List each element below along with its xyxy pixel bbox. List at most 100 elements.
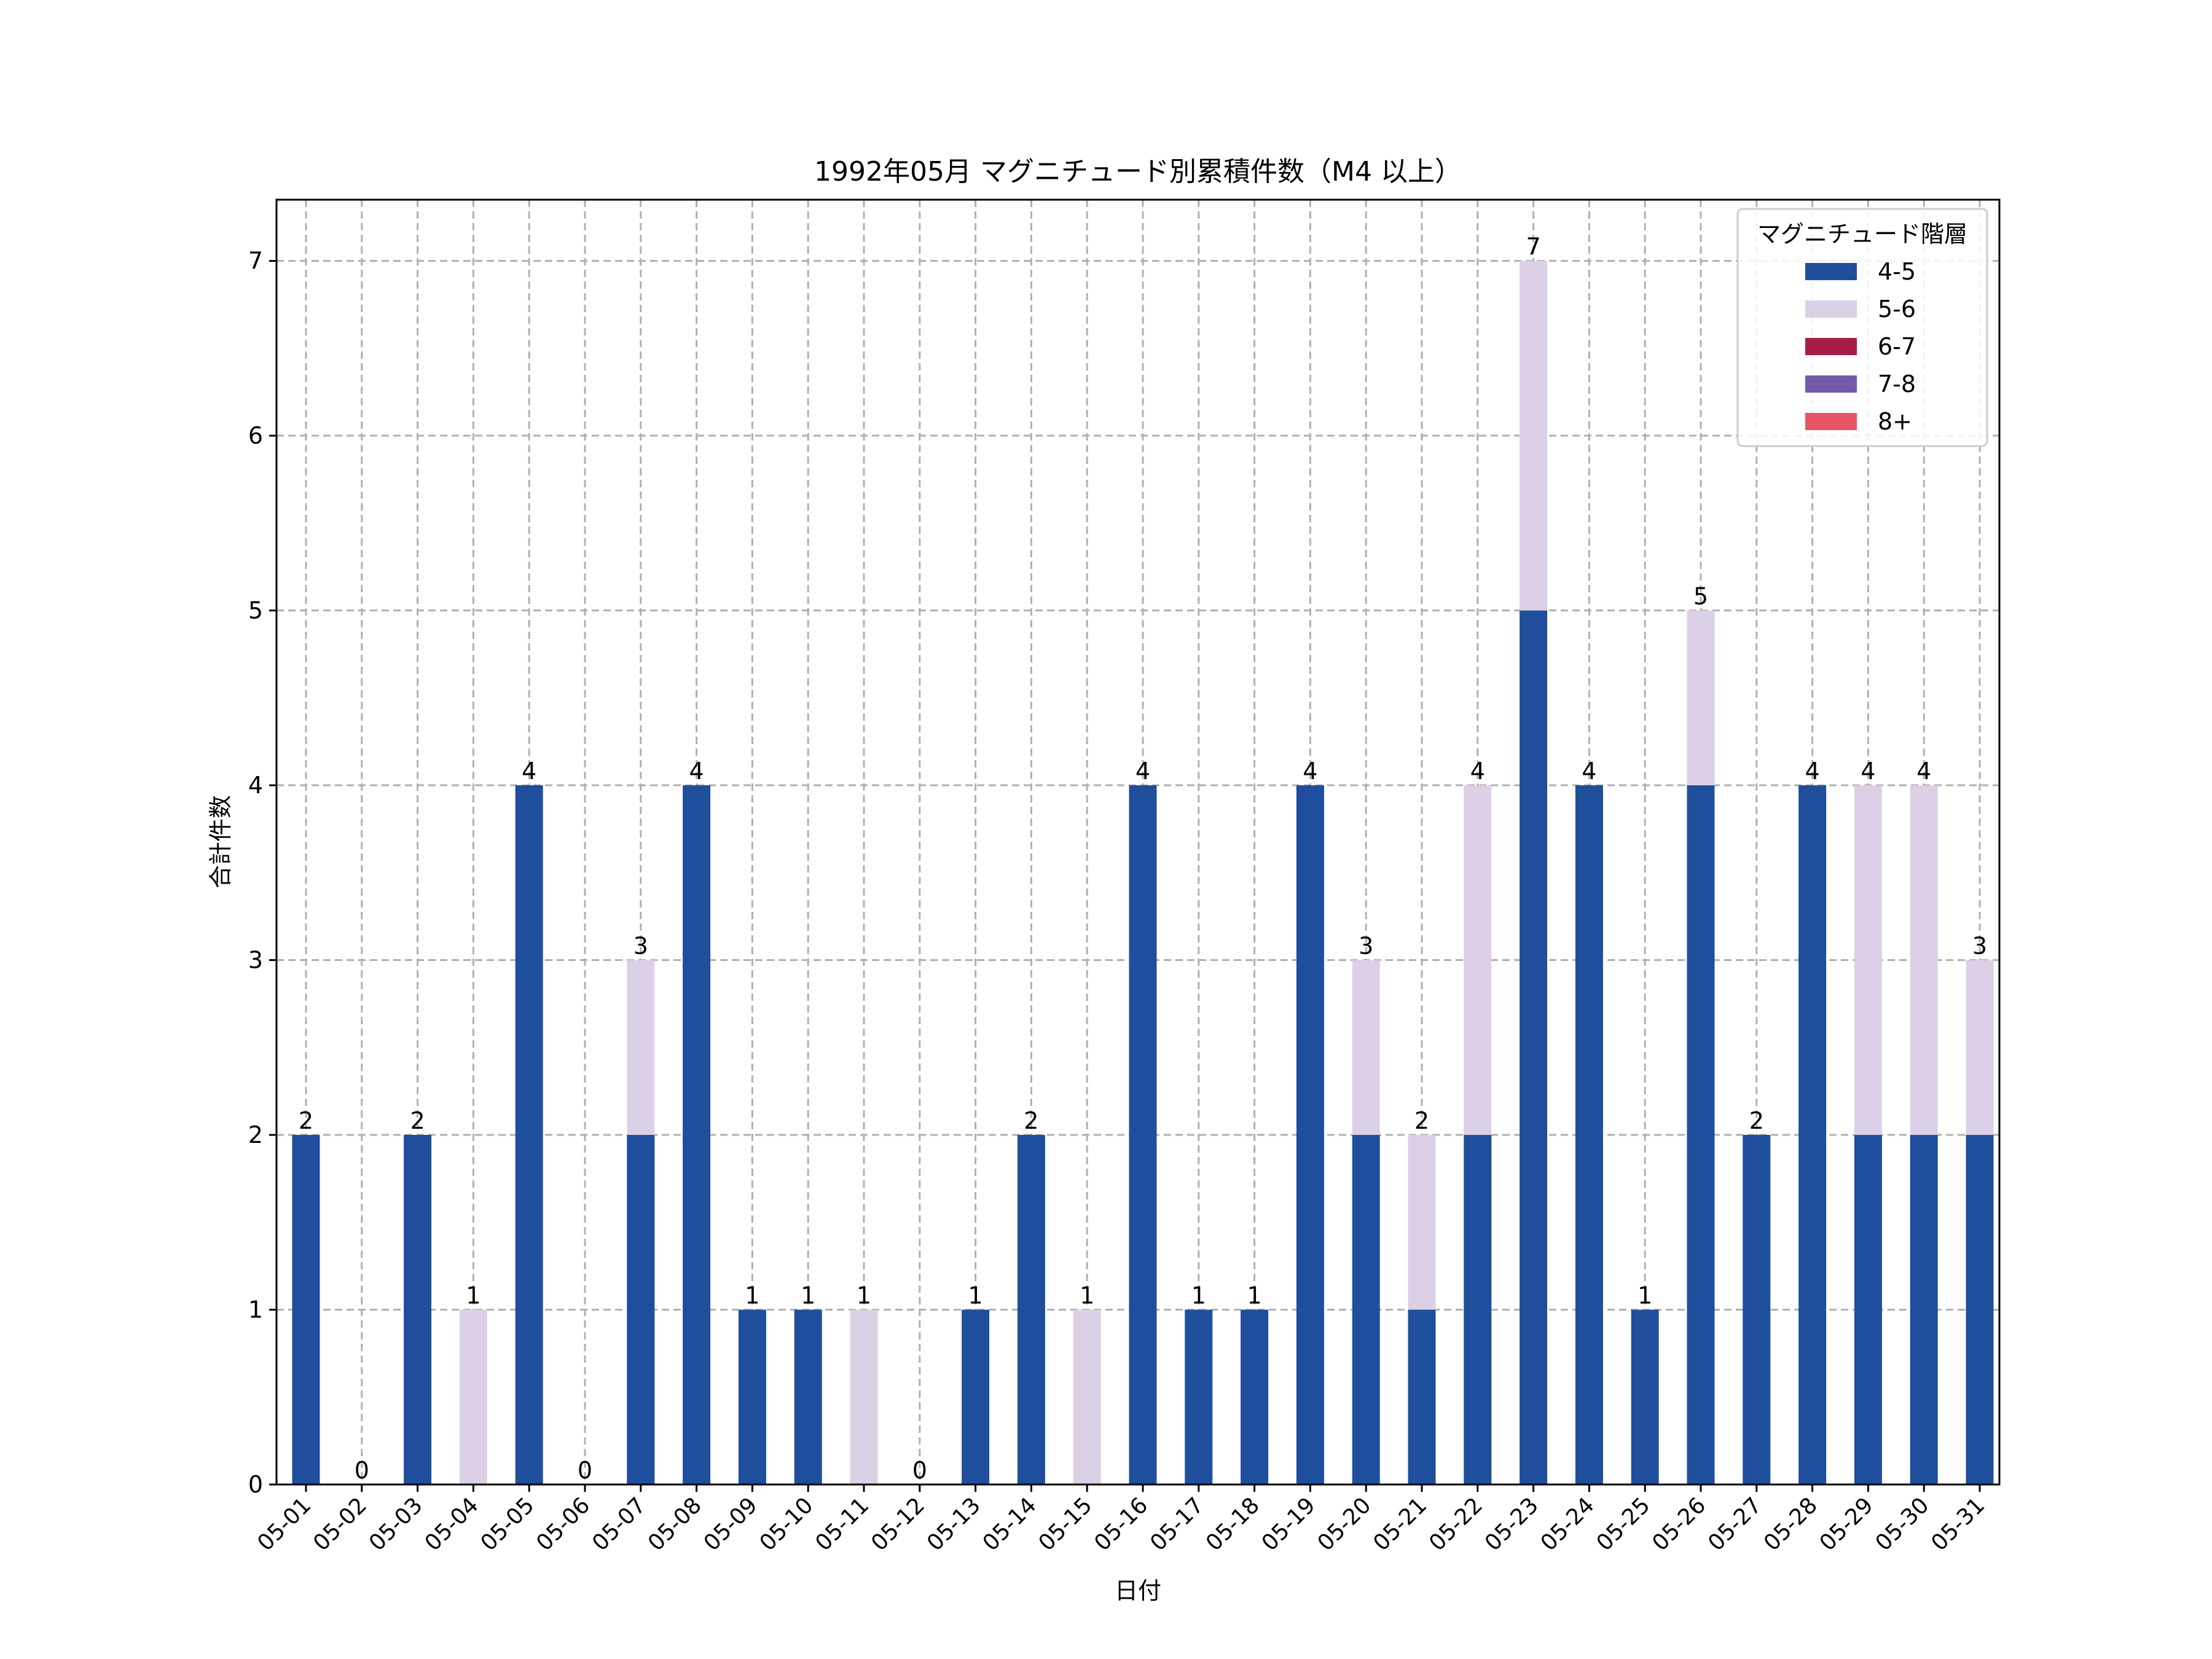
bar-segment-5-6 (1073, 1309, 1101, 1484)
y-tick-label: 5 (248, 597, 263, 624)
x-tick-label: 05-14 (978, 1492, 1041, 1556)
bar-segment-5-6 (1520, 261, 1548, 611)
x-tick-label: 05-24 (1536, 1492, 1599, 1556)
bar-segment-4-5 (1185, 1309, 1213, 1484)
legend-swatch-6-7 (1805, 338, 1857, 355)
bar-total-label: 4 (522, 758, 536, 785)
x-tick-label: 05-08 (643, 1492, 707, 1556)
legend-box (1736, 208, 1988, 447)
bar-total-label: 1 (1080, 1282, 1094, 1309)
bar-segment-4-5 (683, 785, 711, 1484)
bar-total-label: 3 (1972, 933, 1987, 960)
bar-segment-5-6 (1966, 960, 1994, 1135)
x-tick-label: 05-28 (1759, 1492, 1822, 1556)
bar-total-label: 4 (1470, 758, 1485, 785)
y-tick-label: 6 (248, 422, 263, 449)
x-tick-label: 05-26 (1647, 1492, 1711, 1556)
bar-total-label: 1 (1191, 1282, 1206, 1309)
x-tick-label: 05-11 (810, 1492, 874, 1556)
bar-total-label: 1 (466, 1282, 480, 1309)
legend-label: 6-7 (1878, 333, 1916, 360)
x-tick-label: 05-12 (866, 1492, 930, 1556)
x-tick-label: 05-13 (922, 1492, 986, 1556)
bar-total-label: 2 (410, 1107, 425, 1134)
bar-segment-4-5 (1464, 1135, 1492, 1484)
bar-segment-4-5 (1798, 785, 1827, 1484)
bar-total-label: 3 (1359, 933, 1373, 960)
x-tick-label: 05-01 (253, 1492, 316, 1556)
bar-segment-5-6 (1910, 785, 1938, 1135)
y-tick-label: 3 (248, 947, 263, 974)
x-tick-label: 05-02 (308, 1492, 372, 1556)
bar-total-label: 1 (1637, 1282, 1652, 1309)
bar-segment-4-5 (738, 1309, 766, 1484)
x-axis: 05-0105-0205-0305-0405-0505-0605-0705-08… (253, 1484, 1990, 1556)
legend-label: 5-6 (1878, 296, 1916, 323)
legend-swatch-8+ (1805, 413, 1857, 430)
legend-label: 4-5 (1878, 258, 1916, 285)
bar-total-label: 0 (355, 1457, 369, 1484)
plot-frame (275, 198, 2001, 1486)
bar-segment-5-6 (1687, 610, 1715, 786)
legend-swatch-5-6 (1805, 300, 1857, 318)
x-axis-label: 日付 (1115, 1577, 1161, 1604)
bar-segment-4-5 (962, 1309, 990, 1484)
x-tick-label: 05-16 (1089, 1492, 1153, 1556)
x-tick-label: 05-25 (1592, 1492, 1655, 1556)
x-tick-label: 05-04 (420, 1492, 484, 1556)
bar-segment-4-5 (794, 1309, 822, 1484)
bar-segment-4-5 (627, 1135, 655, 1484)
bar-total-label: 2 (1024, 1107, 1038, 1134)
bar-total-label: 1 (857, 1282, 871, 1309)
legend-label: 8+ (1878, 408, 1912, 435)
legend-title: マグニチュード階層 (1757, 221, 1967, 248)
bar-segment-4-5 (1910, 1135, 1938, 1484)
legend-swatch-4-5 (1805, 263, 1857, 280)
bar-total-label: 2 (1414, 1107, 1429, 1134)
bar-total-label: 1 (745, 1282, 759, 1309)
bar-segment-4-5 (1520, 610, 1548, 1484)
bar-total-label: 4 (1135, 758, 1150, 785)
legend-swatch-7-8 (1805, 375, 1857, 393)
bar-segment-4-5 (1352, 1135, 1380, 1484)
bar-total-label: 3 (633, 933, 648, 960)
y-tick-label: 2 (248, 1121, 263, 1148)
bar-total-label: 0 (578, 1457, 592, 1484)
bar-total-label: 4 (1805, 758, 1820, 785)
x-tick-label: 05-09 (699, 1492, 763, 1556)
bar-segment-4-5 (515, 785, 543, 1484)
x-tick-label: 05-10 (755, 1492, 818, 1556)
y-tick-label: 4 (248, 772, 263, 799)
x-tick-label: 05-30 (1871, 1492, 1934, 1556)
bar-total-label: 4 (1303, 758, 1317, 785)
x-tick-label: 05-27 (1703, 1492, 1767, 1556)
bar-segment-4-5 (1129, 785, 1157, 1484)
x-tick-label: 05-20 (1313, 1492, 1376, 1556)
legend-label: 7-8 (1878, 371, 1916, 398)
bar-segment-5-6 (459, 1309, 487, 1484)
x-tick-label: 05-22 (1424, 1492, 1488, 1556)
y-axis: 0 1 2 3 4 5 6 7 (248, 248, 276, 1498)
legend: マグニチュード階層 4-5 5-6 6-7 7-8 8+ (1736, 208, 1988, 447)
bar-total-label: 4 (689, 758, 704, 785)
x-tick-label: 05-06 (531, 1492, 595, 1556)
x-tick-label: 05-18 (1201, 1492, 1265, 1556)
bar-total-label: 0 (912, 1457, 927, 1484)
bar-segment-5-6 (1408, 1135, 1436, 1310)
bar-segment-5-6 (1352, 960, 1380, 1135)
x-tick-label: 05-07 (587, 1492, 651, 1556)
bar-segment-5-6 (1854, 785, 1882, 1135)
bar-segment-5-6 (1464, 785, 1492, 1135)
bar-segment-4-5 (1296, 785, 1324, 1484)
bar-segment-4-5 (1017, 1135, 1045, 1484)
bar-segment-4-5 (1854, 1135, 1882, 1484)
bar-segment-5-6 (627, 960, 655, 1135)
bar-segment-4-5 (404, 1135, 432, 1484)
bar-segment-4-5 (1631, 1309, 1659, 1484)
bar-total-label: 4 (1916, 758, 1931, 785)
x-tick-label: 05-15 (1034, 1492, 1097, 1556)
x-tick-label: 05-31 (1926, 1492, 1990, 1556)
bar-segment-4-5 (1966, 1135, 1994, 1484)
bar-total-label: 4 (1582, 758, 1596, 785)
